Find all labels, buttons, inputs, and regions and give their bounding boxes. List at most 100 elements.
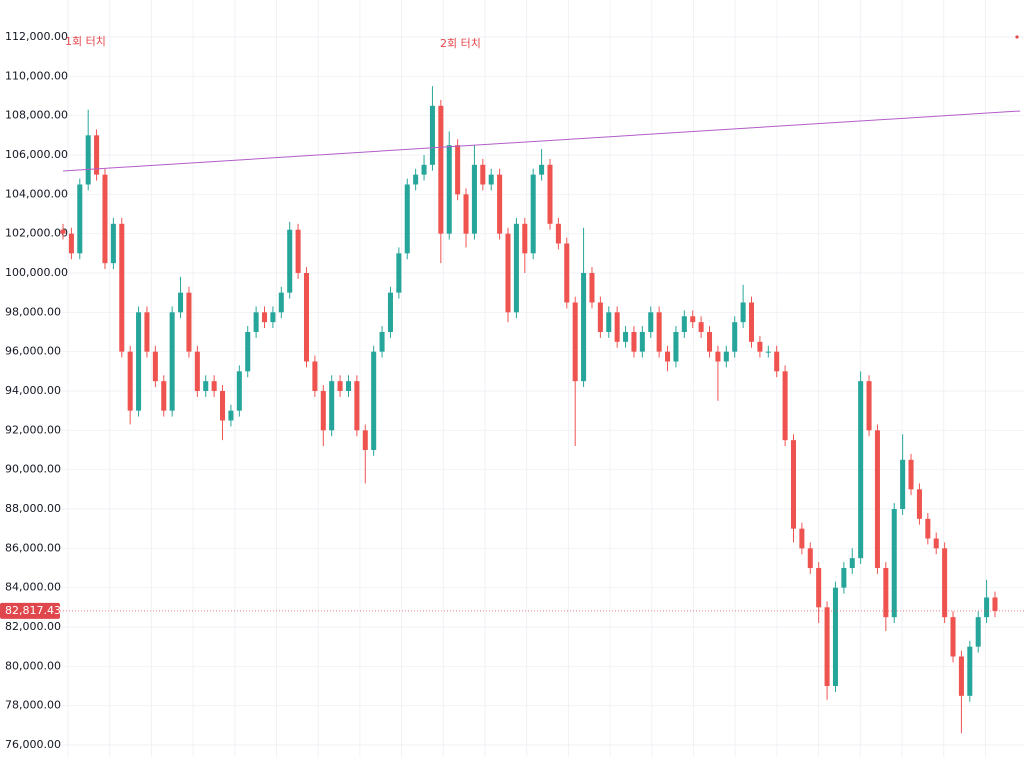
candle-body	[119, 223, 125, 352]
y-tick-label: 106,000.00	[5, 148, 68, 161]
candle-body	[455, 145, 461, 195]
y-tick-label: 110,000.00	[5, 69, 68, 82]
candle-body	[480, 164, 486, 185]
candle-body	[908, 459, 914, 490]
candle-body	[178, 292, 184, 313]
candle-body	[849, 558, 855, 568]
candle-body	[681, 316, 687, 332]
candle-body	[161, 381, 167, 411]
candle-body	[656, 312, 662, 352]
candle-body	[564, 243, 570, 303]
candle-body	[597, 302, 603, 332]
candle-body	[916, 489, 922, 519]
candle-body	[824, 607, 830, 687]
candle-body	[396, 253, 402, 293]
candle-body	[194, 351, 200, 391]
y-tick-label: 86,000.00	[5, 541, 61, 554]
candle-body	[387, 292, 393, 332]
candle-body	[631, 331, 637, 352]
marker-dot	[1015, 35, 1019, 39]
candle-body	[807, 548, 813, 568]
candle-body	[732, 322, 738, 352]
y-tick-label: 78,000.00	[5, 699, 61, 712]
candle-body	[975, 617, 981, 647]
y-tick-label: 82,000.00	[5, 620, 61, 633]
candle-body	[799, 528, 805, 549]
candle-body	[438, 105, 444, 234]
candle-body	[127, 351, 133, 411]
candle-body	[471, 164, 477, 234]
last-price-label: 82,817.43	[5, 604, 61, 617]
candle-body	[748, 302, 755, 342]
candle-body	[169, 312, 175, 411]
candle-body	[841, 567, 847, 588]
candle-body	[606, 312, 612, 332]
y-tick-label: 100,000.00	[5, 266, 68, 279]
candle-body	[136, 312, 142, 411]
y-tick-label: 90,000.00	[5, 463, 61, 476]
candle-body	[933, 538, 939, 549]
candle-body	[278, 292, 284, 313]
candle-body	[623, 331, 629, 342]
candle-body	[337, 381, 343, 391]
y-tick-label: 102,000.00	[5, 227, 68, 240]
candle-body	[312, 361, 318, 391]
candle-body	[665, 351, 671, 362]
candle-body	[874, 430, 880, 568]
candle-body	[774, 351, 780, 372]
candle-body	[497, 174, 503, 234]
candle-body	[429, 105, 435, 165]
candle-body	[690, 316, 696, 323]
grid: 76,000.00 78,000.00 80,000.00 82,000.00 84,0…	[5, 0, 1024, 757]
candle-body	[329, 381, 335, 431]
candle-body	[144, 312, 150, 352]
candle-body	[261, 312, 268, 323]
candle-body	[832, 587, 838, 687]
candle-body	[883, 567, 889, 618]
candle-body	[757, 341, 763, 352]
y-tick-label: 98,000.00	[5, 305, 61, 318]
candle-body	[522, 223, 528, 254]
candle-body	[270, 312, 276, 323]
candle-body	[345, 381, 351, 391]
annotation: 1회 터치	[65, 35, 106, 48]
candle-body	[505, 233, 511, 313]
candle-body	[513, 223, 519, 313]
candle-body	[379, 331, 385, 352]
candle-body	[186, 292, 192, 352]
candle-body	[967, 646, 973, 696]
candle-body	[639, 331, 645, 352]
candle-body	[228, 410, 234, 421]
candle-body	[866, 381, 872, 431]
candle-body	[211, 381, 217, 391]
candle-body	[572, 302, 578, 382]
candle-body	[287, 229, 293, 293]
candle-body	[354, 381, 360, 431]
candle-body	[362, 430, 368, 450]
candle-body	[648, 312, 654, 332]
y-tick-label: 92,000.00	[5, 423, 61, 436]
candle-body	[790, 440, 797, 529]
candles	[60, 86, 998, 734]
candle-body	[110, 223, 116, 264]
candle-body	[77, 184, 83, 254]
candle-body	[530, 174, 536, 254]
candle-body	[673, 331, 679, 362]
y-tick-label: 96,000.00	[5, 345, 61, 358]
candle-body	[413, 174, 419, 185]
candle-body	[488, 174, 494, 185]
candle-body	[152, 351, 158, 382]
candle-body	[723, 351, 729, 362]
candle-body	[295, 229, 301, 273]
y-tick-label: 108,000.00	[5, 109, 68, 122]
candle-body	[942, 548, 948, 618]
candle-body	[765, 351, 771, 353]
last-price-box	[0, 602, 60, 619]
y-tick-label: 88,000.00	[5, 502, 61, 515]
candle-body	[614, 312, 620, 342]
candle-body	[891, 508, 897, 618]
overlays: 82,817.43 1회 터치 2회 터치	[0, 35, 1024, 619]
candle-body	[782, 371, 788, 441]
candle-body	[984, 597, 990, 618]
